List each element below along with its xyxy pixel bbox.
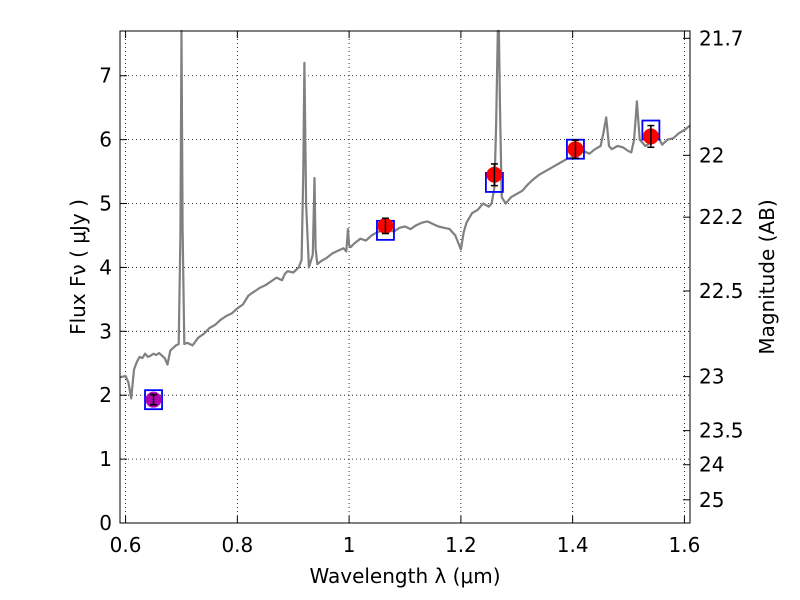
x-axis-label: Wavelength λ (μm) xyxy=(309,564,500,588)
right-tick-label: 23 xyxy=(699,365,724,389)
y-tick-label: 4 xyxy=(99,255,112,279)
y-tick-label: 1 xyxy=(99,447,112,471)
right-tick-label: 25 xyxy=(699,488,724,512)
right-tick-label: 23.5 xyxy=(699,419,744,443)
right-tick-label: 22.5 xyxy=(699,279,744,303)
y-tick-label: 0 xyxy=(99,511,112,535)
right-axis-label: Magnitude (AB) xyxy=(755,199,779,354)
right-tick-label: 21.7 xyxy=(699,26,744,50)
y-tick-label: 6 xyxy=(99,128,112,152)
y-tick-label: 2 xyxy=(99,383,112,407)
right-tick-label: 24 xyxy=(699,453,724,477)
right-tick-label: 22.2 xyxy=(699,205,744,229)
photometry-series xyxy=(145,124,659,408)
model-series xyxy=(144,119,661,411)
x-tick-label: 1.4 xyxy=(557,533,589,557)
x-tick-label: 1 xyxy=(343,533,356,557)
y-tick-label: 3 xyxy=(99,319,112,343)
axis-ticks: 0.6 0.8 1 1.2 1.4 1.60123456721.72222.222.523… xyxy=(99,26,743,557)
y-tick-label: 5 xyxy=(99,192,112,216)
plot-frame xyxy=(119,30,691,524)
spectrum-series xyxy=(119,29,691,400)
x-tick-label: 1.6 xyxy=(669,533,701,557)
x-tick-label: 0.8 xyxy=(221,533,253,557)
y-tick-label: 7 xyxy=(99,64,112,88)
right-tick-label: 22 xyxy=(699,143,724,167)
grid xyxy=(120,31,690,524)
x-tick-label: 1.2 xyxy=(445,533,477,557)
spectrum-line xyxy=(119,29,691,400)
x-tick-label: 0.6 xyxy=(110,533,142,557)
y-axis-label: Flux Fν ( μJy ) xyxy=(66,199,90,335)
model-box xyxy=(144,389,163,411)
